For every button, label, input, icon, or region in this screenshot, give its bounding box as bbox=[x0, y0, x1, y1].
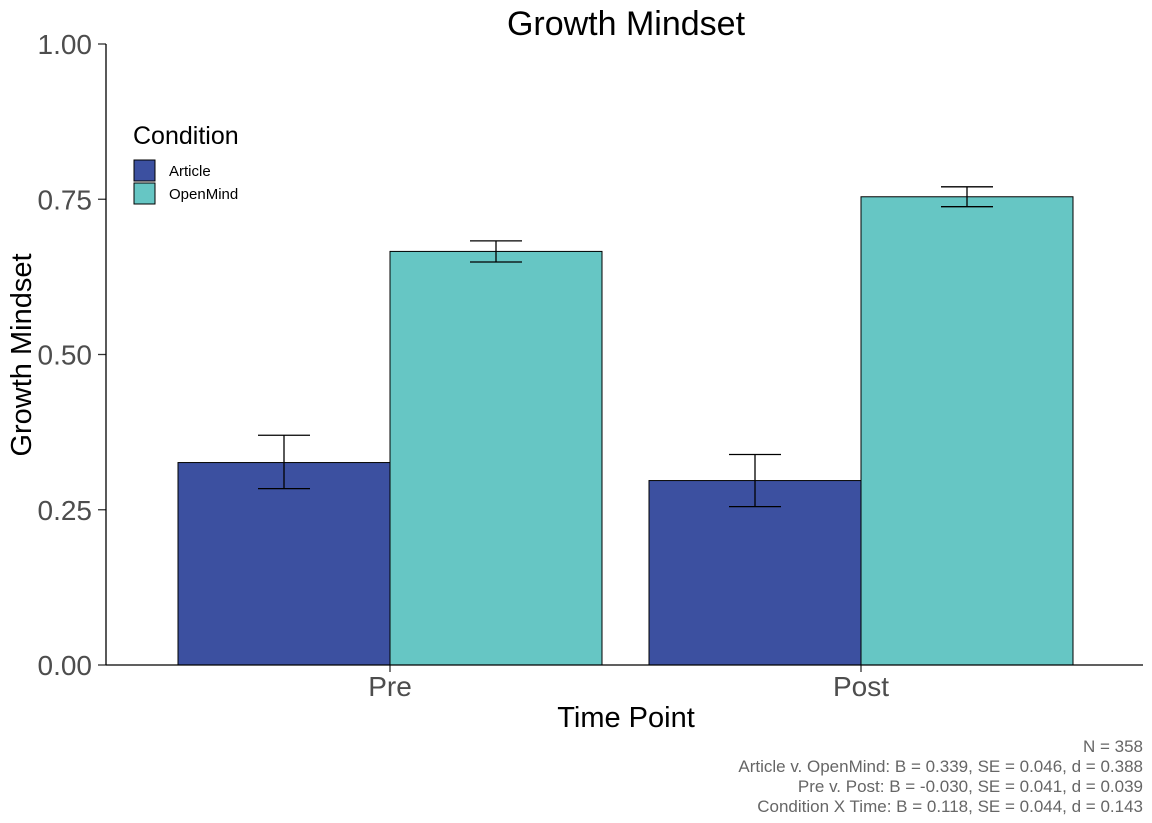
caption-line: Condition X Time: B = 0.118, SE = 0.044,… bbox=[757, 797, 1143, 816]
y-axis-title: Growth Mindset bbox=[6, 253, 38, 456]
error-bar-openmind-pre bbox=[470, 240, 522, 263]
legend-key-article bbox=[133, 159, 156, 182]
error-bar-openmind-post bbox=[941, 186, 993, 208]
x-tick-label-pre: Pre bbox=[368, 671, 412, 702]
y-tick-label: 0.50 bbox=[38, 340, 93, 371]
plot-area: 0.00 0.25 0.50 0.75 1.00 Pre Post bbox=[38, 29, 1074, 702]
legend-title: Condition bbox=[133, 122, 239, 150]
legend-label-article: Article bbox=[169, 163, 211, 180]
legend-key-openmind bbox=[133, 182, 156, 205]
x-tick-label-post: Post bbox=[833, 671, 889, 702]
legend-label-openmind: OpenMind bbox=[169, 186, 238, 203]
caption-line: N = 358 bbox=[1083, 737, 1143, 756]
caption-line: Article v. OpenMind: B = 0.339, SE = 0.0… bbox=[738, 757, 1143, 776]
bar-article-post bbox=[648, 480, 862, 666]
error-bar-article-post bbox=[729, 453, 781, 508]
x-axis-title: Time Point bbox=[557, 702, 695, 734]
error-bar-article-pre bbox=[258, 434, 310, 490]
y-tick-label: 0.75 bbox=[38, 184, 93, 215]
y-tick-label: 1.00 bbox=[38, 29, 93, 60]
legend: Condition Article OpenMind bbox=[133, 122, 239, 205]
bar-openmind-pre bbox=[389, 250, 603, 666]
bar-openmind-post bbox=[860, 196, 1074, 666]
y-tick-label: 0.00 bbox=[38, 650, 93, 681]
bar-article-pre bbox=[177, 462, 391, 666]
caption-line: Pre v. Post: B = -0.030, SE = 0.041, d =… bbox=[798, 777, 1143, 796]
chart-title: Growth Mindset bbox=[507, 5, 746, 43]
y-tick-label: 0.25 bbox=[38, 495, 93, 526]
